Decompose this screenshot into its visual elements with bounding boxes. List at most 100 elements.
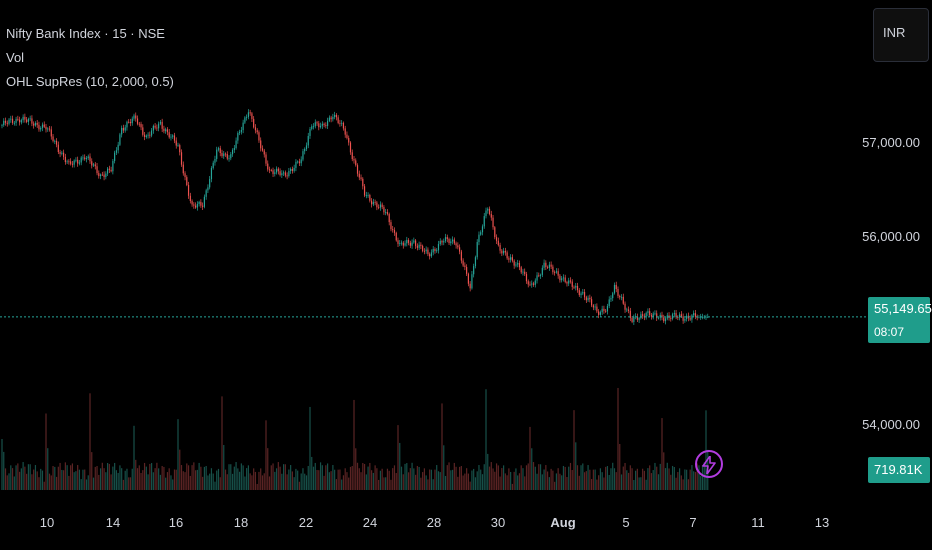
candle bbox=[300, 156, 302, 167]
volume-bar bbox=[142, 470, 144, 490]
volume-indicator-label[interactable]: Vol bbox=[6, 50, 25, 65]
volume-bar bbox=[80, 479, 82, 490]
candle bbox=[279, 168, 281, 177]
volume-bar bbox=[591, 479, 593, 490]
candle bbox=[569, 277, 572, 284]
candle bbox=[103, 171, 105, 181]
candle bbox=[580, 291, 582, 299]
volume-bar bbox=[175, 469, 177, 490]
volume-bar bbox=[216, 470, 218, 490]
lightning-bolt-icon[interactable] bbox=[695, 450, 723, 478]
candle bbox=[84, 154, 86, 161]
candle bbox=[214, 155, 216, 166]
time-axis[interactable]: 10 14 16 18 22 24 28 30 Aug 5 7 11 13 bbox=[40, 515, 829, 530]
volume-bar bbox=[198, 462, 200, 490]
candle bbox=[55, 138, 58, 148]
candle bbox=[429, 252, 431, 260]
candle bbox=[513, 259, 515, 269]
candle bbox=[173, 132, 176, 144]
candle bbox=[240, 126, 242, 135]
volume-bar bbox=[686, 469, 688, 490]
candle bbox=[575, 282, 577, 291]
candle bbox=[392, 225, 394, 233]
candle bbox=[416, 243, 418, 251]
candle bbox=[430, 249, 433, 258]
volume-bar bbox=[237, 468, 239, 490]
candle bbox=[112, 159, 114, 175]
bar-countdown-badge: 08:07 bbox=[868, 321, 930, 343]
volume-bar bbox=[506, 475, 508, 490]
price-axis[interactable]: 57,000.00 56,000.00 54,000.00 bbox=[862, 135, 920, 432]
candle bbox=[70, 158, 72, 166]
candle bbox=[337, 115, 339, 125]
candle bbox=[522, 268, 524, 276]
volume-bar bbox=[627, 472, 630, 490]
volume-bar bbox=[158, 468, 160, 490]
volume-bar bbox=[629, 465, 631, 490]
volume-bar bbox=[226, 474, 228, 490]
volume-bar bbox=[140, 472, 142, 490]
supres-indicator-label[interactable]: OHL SupRes (10, 2,000, 0.5) bbox=[6, 74, 174, 89]
candle bbox=[466, 264, 468, 276]
candle bbox=[481, 224, 484, 236]
volume-bar bbox=[550, 468, 552, 490]
volume-bar bbox=[473, 468, 475, 490]
volume-bar bbox=[467, 473, 469, 490]
candle bbox=[460, 249, 462, 264]
volume-bar bbox=[341, 479, 343, 490]
candle bbox=[501, 249, 503, 257]
candle bbox=[274, 169, 276, 177]
candle bbox=[557, 268, 559, 279]
volume-bar bbox=[103, 468, 105, 490]
volume-bar bbox=[328, 472, 330, 490]
volume-bar bbox=[279, 466, 281, 490]
candle bbox=[92, 162, 95, 167]
volume-bar bbox=[172, 479, 174, 490]
candle bbox=[415, 239, 417, 249]
candle bbox=[242, 119, 244, 134]
currency-button[interactable]: INR bbox=[873, 8, 929, 62]
candle bbox=[462, 258, 464, 267]
candle bbox=[316, 120, 318, 126]
candle bbox=[180, 149, 183, 167]
x-tick-label: 11 bbox=[751, 515, 765, 530]
volume-bar bbox=[490, 462, 492, 490]
candle bbox=[256, 128, 258, 135]
candle bbox=[85, 155, 88, 163]
candle bbox=[237, 131, 239, 144]
candle bbox=[503, 247, 505, 256]
candle bbox=[219, 145, 221, 157]
volume-bar bbox=[638, 477, 640, 490]
candle bbox=[547, 265, 549, 269]
volume-bar bbox=[114, 462, 116, 490]
symbol-title[interactable]: Nifty Bank Index · 15 · NSE bbox=[6, 26, 165, 41]
candle bbox=[624, 301, 626, 313]
candle bbox=[117, 141, 119, 154]
volume-bar bbox=[538, 464, 540, 490]
volume-bar bbox=[221, 396, 223, 490]
volume-bar bbox=[613, 468, 616, 490]
volume-bar bbox=[464, 473, 466, 490]
candlesticks bbox=[1, 109, 709, 326]
volume-bar bbox=[626, 470, 628, 490]
volume-bar bbox=[437, 471, 440, 490]
candle bbox=[420, 242, 422, 250]
candle bbox=[390, 219, 392, 232]
volume-bar bbox=[564, 466, 566, 490]
candle bbox=[467, 272, 469, 287]
volume-bar bbox=[659, 463, 661, 490]
candle bbox=[254, 124, 257, 134]
volume-bar bbox=[239, 471, 241, 490]
volume-bars bbox=[1, 387, 709, 490]
volume-bar bbox=[385, 477, 387, 490]
candle bbox=[239, 129, 241, 136]
candle bbox=[330, 115, 332, 123]
volume-bar bbox=[698, 465, 700, 490]
x-tick-label: 24 bbox=[363, 515, 377, 530]
volume-bar bbox=[321, 465, 323, 490]
volume-bar bbox=[495, 463, 498, 490]
candle bbox=[638, 316, 640, 324]
volume-bar bbox=[691, 465, 693, 490]
candle bbox=[3, 118, 5, 127]
